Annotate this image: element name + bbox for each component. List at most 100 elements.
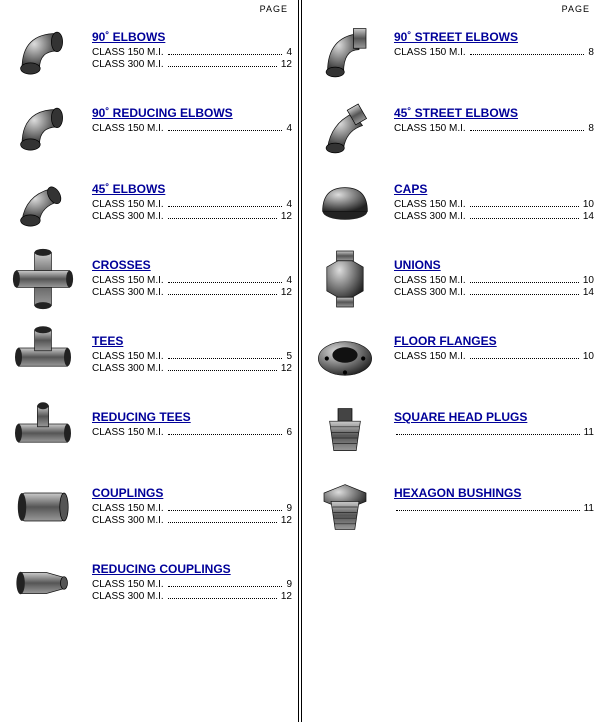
fitting-image bbox=[306, 16, 384, 86]
entry-title-link[interactable]: 90˚ ELBOWS bbox=[92, 30, 292, 44]
page-number: 10 bbox=[583, 275, 594, 286]
fitting-image bbox=[306, 92, 384, 162]
class-label: CLASS 150 M.I. bbox=[394, 275, 466, 286]
entry-info: REDUCING TEESCLASS 150 M.I.6 bbox=[92, 396, 292, 439]
fitting-image bbox=[306, 168, 384, 238]
page-number: 12 bbox=[281, 287, 292, 298]
class-label: CLASS 150 M.I. bbox=[92, 427, 164, 438]
page-number: 12 bbox=[281, 59, 292, 70]
class-label: CLASS 150 M.I. bbox=[394, 47, 466, 58]
class-line: CLASS 150 M.I. 10 bbox=[394, 275, 594, 286]
entry-info: HEXAGON BUSHINGS 11 bbox=[394, 472, 594, 514]
catalog-entry: SQUARE HEAD PLUGS 11 bbox=[306, 396, 594, 466]
fitting-image bbox=[306, 320, 384, 390]
entry-info: 90˚ STREET ELBOWS CLASS 150 M.I. 8 bbox=[394, 16, 594, 59]
class-line: CLASS 150 M.I.5 bbox=[92, 351, 292, 362]
leader-dots bbox=[168, 66, 277, 67]
entry-title-link[interactable]: REDUCING TEES bbox=[92, 410, 292, 424]
page-only-line: 11 bbox=[394, 427, 594, 438]
page-number: 14 bbox=[583, 287, 594, 298]
leader-dots bbox=[470, 130, 585, 131]
entry-title-link[interactable]: 90˚ REDUCING ELBOWS bbox=[92, 106, 292, 120]
fitting-image bbox=[4, 472, 82, 542]
page-number: 12 bbox=[281, 515, 292, 526]
entry-title-link[interactable]: 45˚ ELBOWS bbox=[92, 182, 292, 196]
fitting-image bbox=[4, 548, 82, 618]
class-line: CLASS 300 M.I.14 bbox=[394, 211, 594, 222]
leader-dots bbox=[168, 54, 283, 55]
fitting-image bbox=[4, 244, 82, 314]
right-column: PAGE 90˚ STREET ELBOWS CLASS 150 M.I. 8 bbox=[302, 0, 600, 722]
entry-title-link[interactable]: REDUCING COUPLINGS bbox=[92, 562, 292, 576]
entry-title-link[interactable]: CROSSES bbox=[92, 258, 292, 272]
entry-info: 90˚ ELBOWSCLASS 150 M.I.4CLASS 300 M.I.1… bbox=[92, 16, 292, 71]
page-number: 4 bbox=[286, 199, 292, 210]
catalog-entry: 90˚ ELBOWSCLASS 150 M.I.4CLASS 300 M.I.1… bbox=[4, 16, 292, 86]
class-line: CLASS 150 M.I.4 bbox=[92, 199, 292, 210]
page-number: 12 bbox=[281, 211, 292, 222]
page-header-right: PAGE bbox=[306, 4, 594, 14]
class-label: CLASS 150 M.I. bbox=[92, 579, 164, 590]
catalog-entry: FLOOR FLANGESCLASS 150 M.I.10 bbox=[306, 320, 594, 390]
catalog-entry: CAPSCLASS 150 M.I.10CLASS 300 M.I.14 bbox=[306, 168, 594, 238]
leader-dots bbox=[470, 206, 579, 207]
catalog-entry: 90˚ STREET ELBOWS CLASS 150 M.I. 8 bbox=[306, 16, 594, 86]
page-number: 4 bbox=[286, 123, 292, 134]
catalog-entry: 45˚ STREET ELBOWSCLASS 150 M.I.8 bbox=[306, 92, 594, 162]
class-line: CLASS 300 M.I.12 bbox=[92, 515, 292, 526]
class-label: CLASS 150 M.I. bbox=[92, 351, 164, 362]
entry-info: REDUCING COUPLINGSCLASS 150 M.I.9CLASS 3… bbox=[92, 548, 292, 603]
entry-info: 45˚ ELBOWSCLASS 150 M.I.4CLASS 300 M.I.1… bbox=[92, 168, 292, 223]
leader-dots bbox=[168, 586, 283, 587]
fitting-image bbox=[4, 320, 82, 390]
entry-title-link[interactable]: 45˚ STREET ELBOWS bbox=[394, 106, 594, 120]
leader-dots bbox=[470, 282, 579, 283]
page-header-left: PAGE bbox=[4, 4, 292, 14]
leader-dots bbox=[168, 282, 283, 283]
class-label: CLASS 300 M.I. bbox=[92, 287, 164, 298]
class-line: CLASS 300 M.I.14 bbox=[394, 287, 594, 298]
catalog-entry: 90˚ REDUCING ELBOWS CLASS 150 M.I.4 bbox=[4, 92, 292, 162]
entry-title-link[interactable]: CAPS bbox=[394, 182, 594, 196]
entry-title-link[interactable]: FLOOR FLANGES bbox=[394, 334, 594, 348]
entry-title-link[interactable]: 90˚ STREET ELBOWS bbox=[394, 30, 594, 44]
class-label: CLASS 150 M.I. bbox=[92, 503, 164, 514]
page-number: 9 bbox=[286, 503, 292, 514]
entry-info: UNIONS CLASS 150 M.I. 10CLASS 300 M.I.14 bbox=[394, 244, 594, 299]
entry-info: 90˚ REDUCING ELBOWS CLASS 150 M.I.4 bbox=[92, 92, 292, 135]
class-label: CLASS 300 M.I. bbox=[394, 211, 466, 222]
entry-title-link[interactable]: UNIONS bbox=[394, 258, 594, 272]
page-number: 8 bbox=[588, 47, 594, 58]
catalog-entry: UNIONS CLASS 150 M.I. 10CLASS 300 M.I.14 bbox=[306, 244, 594, 314]
leader-dots bbox=[168, 598, 277, 599]
fitting-image bbox=[4, 16, 82, 86]
class-line: CLASS 300 M.I.12 bbox=[92, 59, 292, 70]
class-line: CLASS 150 M.I.4 bbox=[92, 275, 292, 286]
fitting-image bbox=[4, 92, 82, 162]
class-label: CLASS 150 M.I. bbox=[394, 199, 466, 210]
entry-title-link[interactable]: HEXAGON BUSHINGS bbox=[394, 486, 594, 500]
class-label: CLASS 300 M.I. bbox=[92, 591, 164, 602]
leader-dots bbox=[168, 206, 283, 207]
class-line: CLASS 300 M.I. 12 bbox=[92, 591, 292, 602]
entry-info: SQUARE HEAD PLUGS 11 bbox=[394, 396, 594, 438]
class-label: CLASS 300 M.I. bbox=[92, 363, 164, 374]
entry-title-link[interactable]: COUPLINGS bbox=[92, 486, 292, 500]
page-number: 12 bbox=[281, 591, 292, 602]
leader-dots bbox=[470, 54, 585, 55]
fitting-image bbox=[4, 168, 82, 238]
class-label: CLASS 150 M.I. bbox=[394, 123, 466, 134]
page-number: 9 bbox=[286, 579, 292, 590]
entry-title-link[interactable]: SQUARE HEAD PLUGS bbox=[394, 410, 594, 424]
leader-dots bbox=[168, 510, 283, 511]
catalog-entry: TEES CLASS 150 M.I.5CLASS 300 M.I.12 bbox=[4, 320, 292, 390]
class-label: CLASS 150 M.I. bbox=[394, 351, 466, 362]
page-number: 11 bbox=[584, 503, 594, 514]
class-line: CLASS 300 M.I.12 bbox=[92, 363, 292, 374]
class-line: CLASS 150 M.I.4 bbox=[92, 123, 292, 134]
leader-dots bbox=[396, 434, 580, 435]
page-number: 4 bbox=[286, 47, 292, 58]
catalog-entry: 45˚ ELBOWSCLASS 150 M.I.4CLASS 300 M.I.1… bbox=[4, 168, 292, 238]
entry-title-link[interactable]: TEES bbox=[92, 334, 292, 348]
class-line: CLASS 300 M.I. 12 bbox=[92, 287, 292, 298]
